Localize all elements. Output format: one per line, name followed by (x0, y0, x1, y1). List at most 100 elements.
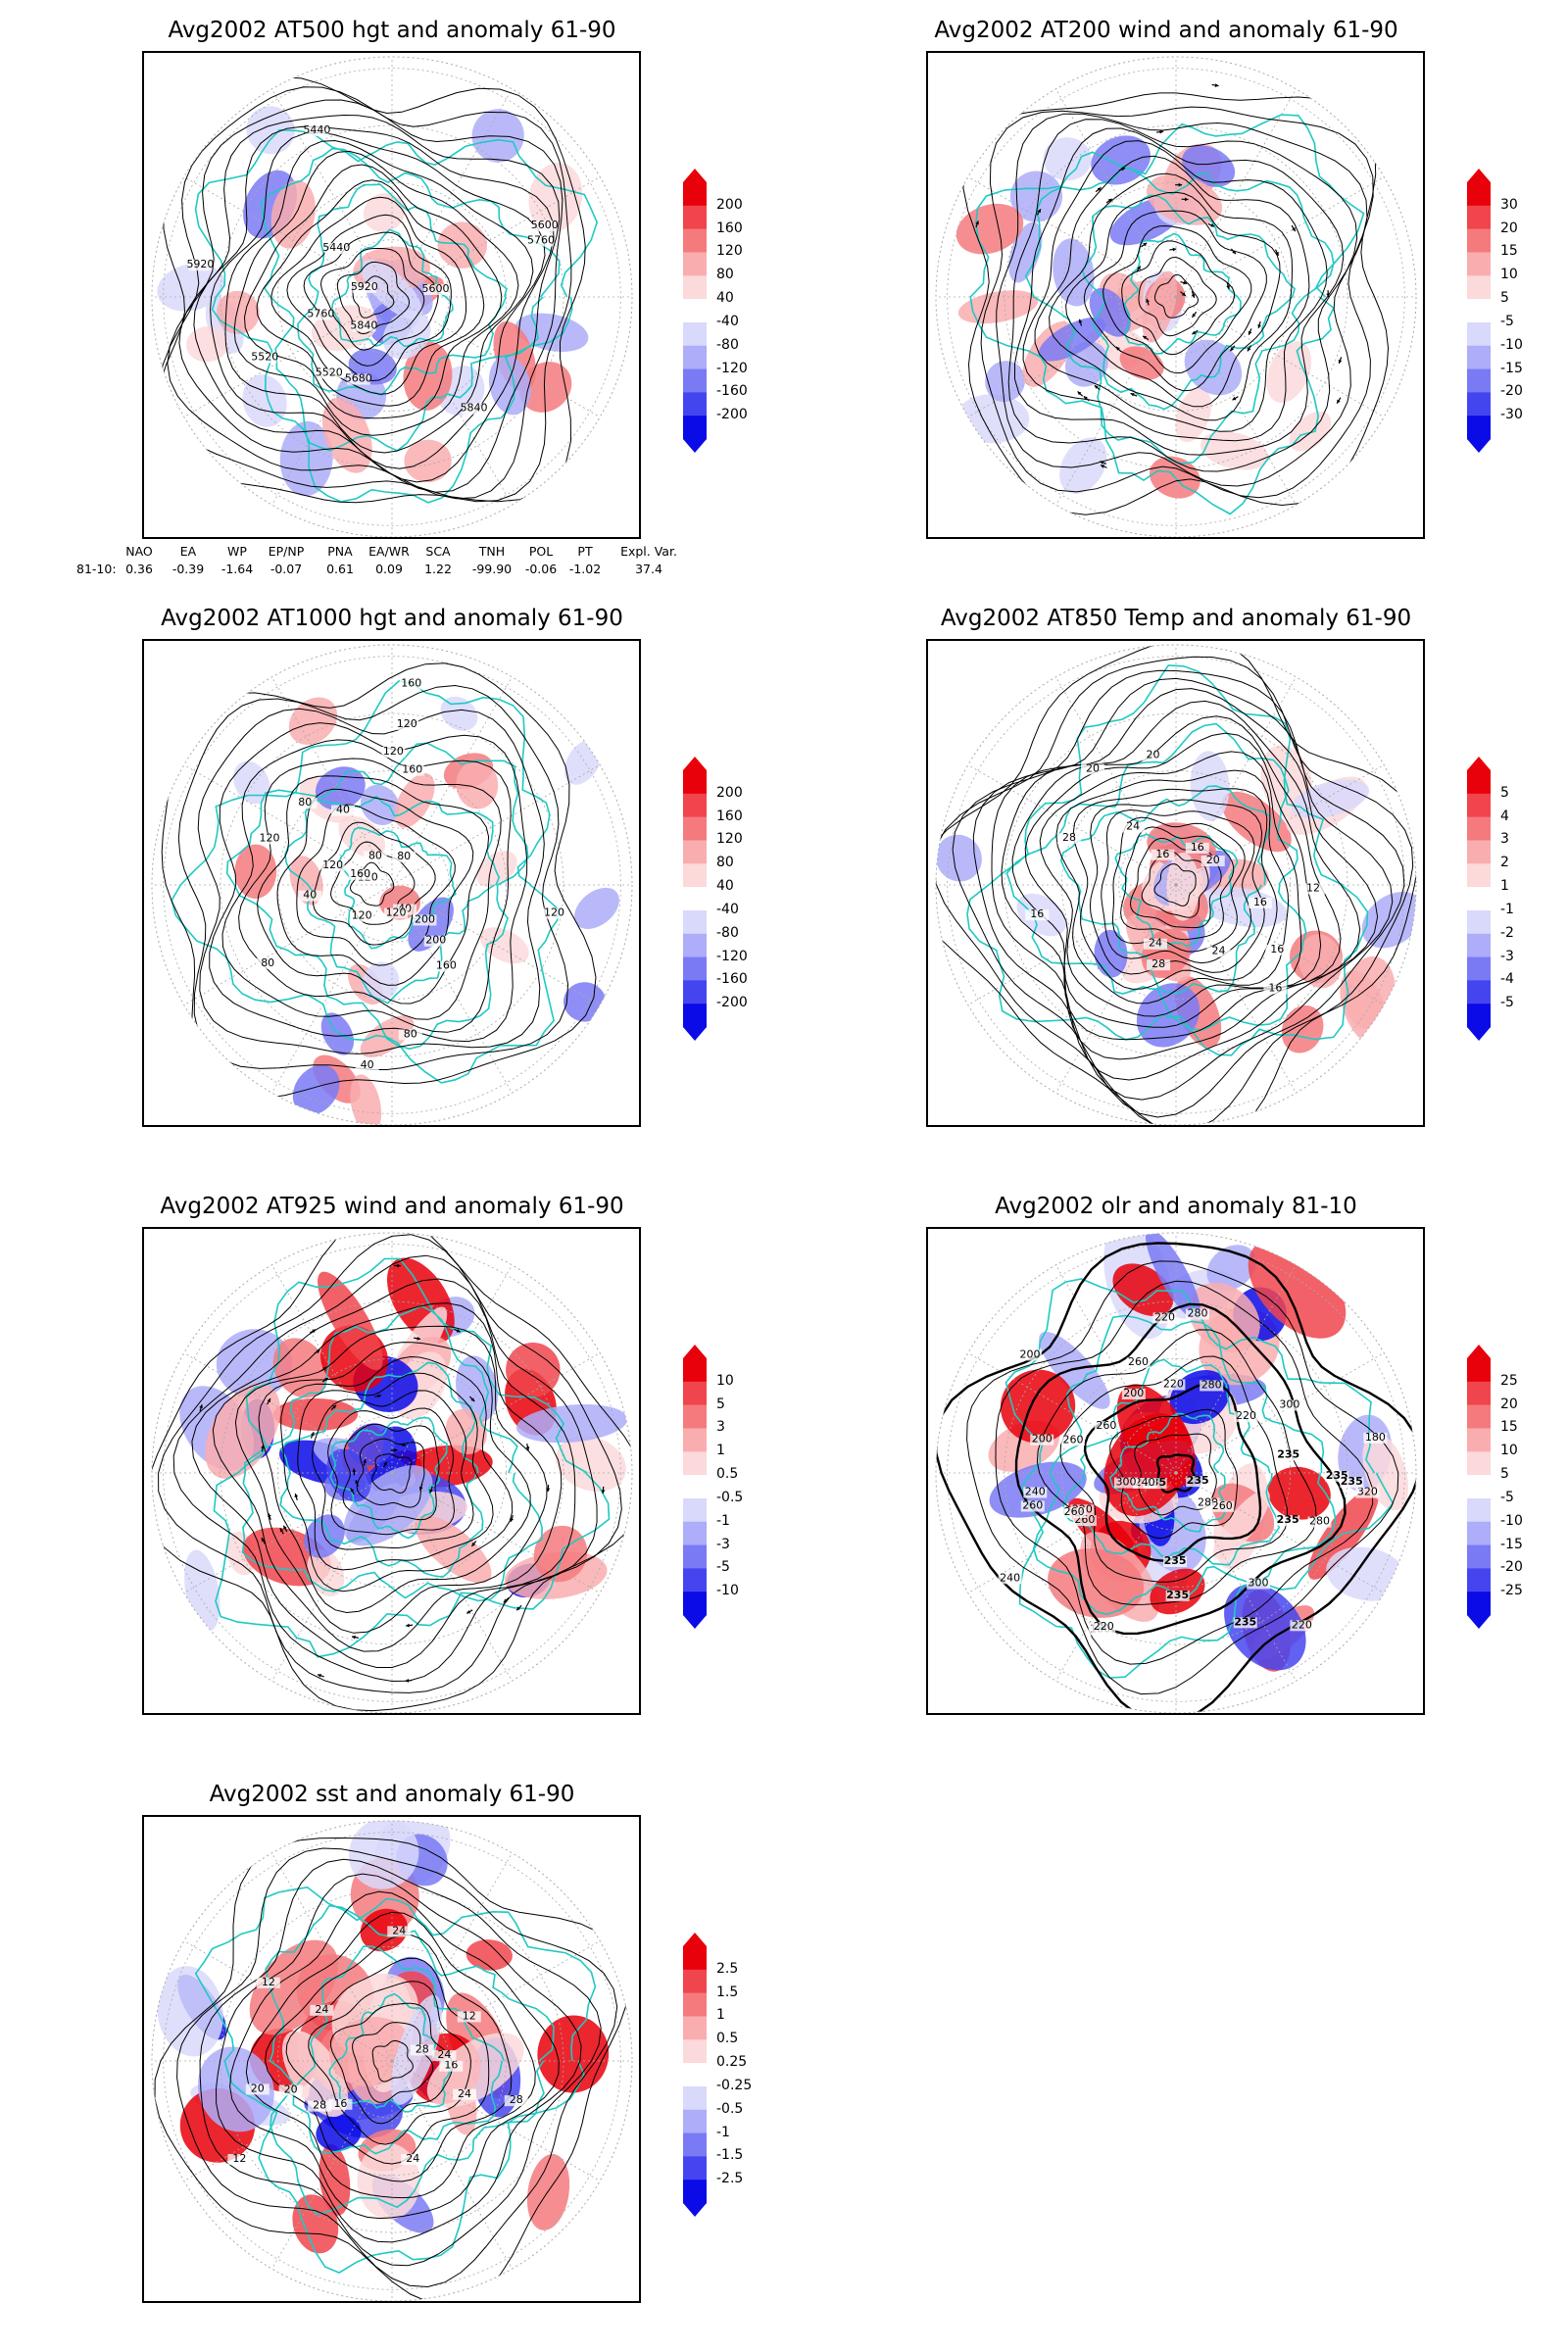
anomaly-shading (1039, 1331, 1110, 1409)
arrow-head (352, 1468, 357, 1473)
colorbar-swatch (1467, 416, 1491, 440)
arrow-head (1192, 313, 1197, 318)
colorbar-tick-label: -200 (716, 407, 748, 423)
contour-label-bg (1185, 1308, 1209, 1320)
colorbar-tick-label: -3 (1500, 948, 1514, 964)
colorbar-swatch (683, 1004, 707, 1028)
contour-label-bg (1246, 1578, 1270, 1590)
contour-label: 280 (1309, 1515, 1330, 1528)
anomaly-shading (1166, 852, 1200, 921)
arrow-head (546, 1488, 551, 1493)
anomaly-shading (456, 760, 499, 809)
colorbar-swatch (683, 182, 707, 207)
contour-line (154, 1837, 630, 2301)
contour-line (966, 1260, 1399, 1695)
colorbar-tick-label: 5 (1500, 290, 1509, 307)
teleconnection-header: PT (577, 544, 593, 559)
contour-label-bg (1263, 983, 1288, 995)
arrow-head (402, 1443, 407, 1447)
contour-label: 24 (458, 2087, 471, 2100)
anomaly-shading (1053, 238, 1095, 307)
contour-label-bg (395, 718, 419, 730)
contour-label: 120 (544, 906, 564, 919)
contour-label-bg (434, 960, 459, 972)
contour-label: 40 (361, 1058, 374, 1071)
anomaly-shading (1009, 171, 1063, 222)
map-frame: 16 16 16 20 24 28 12 16 20 24 28 20 24 16 16 (926, 639, 1425, 1127)
contour-line (1153, 863, 1197, 906)
colorbar-tick-label: -120 (716, 948, 748, 964)
latitude-circle (1118, 1415, 1234, 1531)
panel-title: Avg2002 sst and anomaly 61-90 (209, 1782, 575, 1807)
polar-map: 28 24 20 16 12 12 24 24 20 16 12 28 24 28 24 (151, 1820, 633, 2301)
contour-label-bg (324, 242, 349, 254)
contour-label: 220 (1154, 1310, 1175, 1323)
colorbar-tick-label: 200 (716, 196, 743, 213)
colorbar-swatch (683, 816, 707, 841)
contour-label-bg (1056, 832, 1081, 844)
arrow-head (1337, 399, 1341, 404)
contour-line (1121, 240, 1236, 356)
teleconnection-headers: NAO EA WP EP/NP PNA EA/WR SCA TNH POL PT Expl. Var… (98, 544, 735, 562)
contour-label-bg (529, 235, 554, 247)
meridian-line (1175, 1264, 1297, 1474)
coastline (1004, 1278, 1395, 1679)
colorbar-tick-label: -10 (1500, 336, 1523, 353)
arrow-head (261, 1445, 265, 1449)
meridian-line (183, 1352, 393, 1474)
contour-label: 200 (1020, 1348, 1041, 1360)
teleconnection-header: EA/WR (368, 544, 410, 559)
colorbar-tick-label: 5 (1500, 1466, 1509, 1483)
anomaly-shading (1048, 1548, 1145, 1618)
contour-label: 120 (322, 858, 343, 871)
colorbar-tick-label: 2.5 (716, 1960, 739, 1977)
latitude-circle (163, 1832, 621, 2290)
contour-label: 5520 (251, 351, 278, 364)
anomaly-shading (526, 2153, 570, 2230)
contour-label: 20 (1147, 748, 1160, 760)
teleconnection-value: -1.02 (568, 562, 602, 576)
contour-line (995, 1280, 1374, 1665)
contour-label: 24 (392, 1924, 406, 1936)
contour-label-bg (1094, 1421, 1118, 1433)
meridian-line (1175, 884, 1297, 1094)
colorbar-swatch (683, 840, 707, 864)
colorbar-swatch (1467, 1497, 1491, 1523)
anomaly-shading (1089, 287, 1131, 337)
meridian-line (391, 1940, 601, 2062)
contour-label-bg (392, 851, 416, 862)
contour-line (1120, 826, 1235, 941)
contour-label-bg (1020, 1500, 1045, 1512)
colorbar-tick-label: 3 (1500, 831, 1509, 848)
contour-label-bg (317, 368, 341, 379)
teleconnection-header: TNH (478, 544, 506, 559)
contour-label-bg (398, 1029, 422, 1041)
colorbar-tick-label: -1 (716, 2124, 730, 2140)
colorbar-tick-label: -5 (1500, 1489, 1514, 1505)
contour-label: 20 (1206, 854, 1220, 866)
colorbar-tick-label: 1 (716, 2007, 725, 2024)
arrow-head (312, 1329, 317, 1334)
colorbar-tick-label: 15 (1500, 1419, 1518, 1436)
contour-line (313, 821, 436, 946)
contour-line (221, 739, 512, 1033)
arrow-head (294, 1494, 299, 1497)
anomaly-shading (270, 179, 316, 249)
contour-label-bg (462, 403, 486, 415)
map-boundary (935, 56, 1417, 537)
meridian-line (1175, 88, 1297, 298)
meridian-line (391, 1472, 513, 1682)
contour-label: 120 (397, 717, 417, 730)
contour-line (209, 722, 528, 1043)
meridian-line (271, 676, 393, 886)
contour-label: 40 (336, 803, 350, 815)
arrow-head (350, 1488, 355, 1493)
contour-label: 300 (1248, 1576, 1268, 1589)
arrow-head (1191, 293, 1196, 298)
contour-label: 235 (1277, 1513, 1299, 1526)
contour-line (1109, 1408, 1239, 1540)
contour-line (210, 131, 546, 469)
teleconnection-table: NAO EA WP EP/NP PNA EA/WR SCA TNH POL PT Expl. Var… (76, 544, 735, 583)
colorbar-tick-label: -1 (1500, 901, 1514, 917)
colorbar: 10 5 3 1 0.5 -0.5 -1 -3 -5 -10 (679, 1345, 816, 1629)
